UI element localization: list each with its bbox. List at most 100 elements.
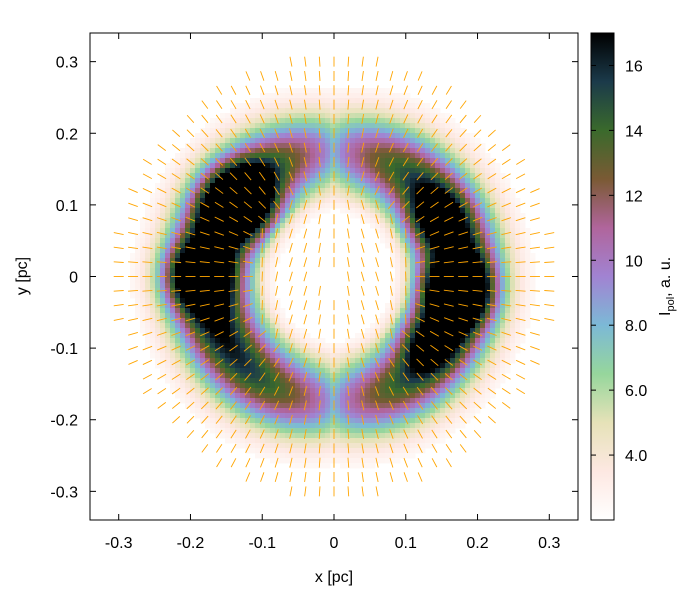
heat-cell	[355, 123, 361, 129]
heat-cell	[285, 433, 291, 439]
heat-cell	[295, 348, 301, 354]
heat-cell	[495, 258, 501, 264]
polarization-vector	[185, 216, 196, 222]
heat-cell	[205, 163, 211, 169]
heat-cell	[200, 383, 206, 389]
heat-cell	[500, 293, 506, 299]
heat-cell	[285, 208, 291, 214]
heat-cell	[155, 193, 161, 199]
heat-cell	[215, 388, 221, 394]
heat-cell	[465, 388, 471, 394]
heat-cell	[480, 378, 486, 384]
heat-cell	[385, 148, 391, 154]
heat-cell	[300, 168, 306, 174]
heat-cell	[270, 413, 276, 419]
heat-cell	[250, 133, 256, 139]
heat-cell	[350, 373, 356, 379]
heat-cell	[265, 123, 271, 129]
heat-cell	[495, 283, 501, 289]
heat-cell	[460, 373, 466, 379]
heat-cell	[490, 233, 496, 239]
heat-cell	[500, 338, 506, 344]
heat-cell	[415, 258, 421, 264]
heat-cell	[405, 283, 411, 289]
polarization-vector	[415, 260, 426, 264]
polarization-vector	[487, 359, 497, 366]
heat-cell	[230, 183, 236, 189]
heat-cell	[165, 378, 171, 384]
heat-cell	[435, 328, 441, 334]
heat-cell	[500, 323, 506, 329]
heat-cell	[410, 318, 416, 324]
polarization-vector	[243, 344, 253, 352]
heat-cell	[505, 193, 511, 199]
heat-cell	[460, 303, 466, 309]
heat-cell	[390, 353, 396, 359]
heat-cell	[220, 428, 226, 434]
polarization-vector	[303, 271, 308, 282]
heat-cell	[380, 188, 386, 194]
heat-cell	[345, 353, 351, 359]
heat-cell	[260, 148, 266, 154]
heat-cell	[420, 143, 426, 149]
heat-cell	[180, 188, 186, 194]
heat-cell	[305, 393, 311, 399]
polarization-vector	[486, 303, 497, 307]
heat-cell	[460, 423, 466, 429]
heat-cell	[200, 208, 206, 214]
heat-cell	[290, 433, 296, 439]
heat-cell	[365, 333, 371, 339]
heat-cell	[370, 218, 376, 224]
heat-cell	[255, 138, 261, 144]
heat-cell	[280, 133, 286, 139]
polarization-vector	[303, 400, 307, 411]
heat-cell	[445, 143, 451, 149]
heat-cell	[200, 258, 206, 264]
heat-cell	[395, 363, 401, 369]
heat-cell	[175, 193, 181, 199]
heat-cell	[370, 443, 376, 449]
heat-cell	[325, 428, 331, 434]
polarization-vector	[185, 317, 196, 322]
heat-cell	[460, 148, 466, 154]
heat-cell	[510, 313, 516, 319]
heat-cell	[475, 168, 481, 174]
heat-cell	[415, 248, 421, 254]
heat-cell	[205, 378, 211, 384]
heat-cell	[330, 453, 336, 459]
heat-cell	[290, 428, 296, 434]
heat-cell	[425, 398, 431, 404]
heat-cell	[305, 358, 311, 364]
heat-cell	[480, 203, 486, 209]
heat-cell	[185, 213, 191, 219]
heat-cell	[175, 228, 181, 234]
heat-cell	[265, 128, 271, 134]
heat-cell	[420, 308, 426, 314]
heat-cell	[470, 353, 476, 359]
heat-cell	[375, 153, 381, 159]
heat-cell	[415, 298, 421, 304]
heat-cell	[250, 183, 256, 189]
heat-cell	[230, 193, 236, 199]
polarization-vector	[443, 303, 454, 307]
heat-cell	[160, 303, 166, 309]
polarization-vector	[388, 186, 395, 195]
heat-cell	[490, 323, 496, 329]
heat-cell	[435, 258, 441, 264]
heat-cell	[410, 383, 416, 389]
heat-cell	[265, 403, 271, 409]
heat-cell	[360, 153, 366, 159]
heat-cell	[170, 263, 176, 269]
heat-cell	[415, 408, 421, 414]
heat-cell	[435, 158, 441, 164]
heat-cell	[455, 333, 461, 339]
heat-cell	[405, 168, 411, 174]
polarization-vector	[228, 330, 239, 337]
heat-cell	[160, 363, 166, 369]
heat-cell	[250, 403, 256, 409]
polarization-vector	[304, 486, 307, 497]
heat-cell	[500, 363, 506, 369]
heat-cell	[420, 198, 426, 204]
heat-cell	[420, 188, 426, 194]
heat-cell	[410, 113, 416, 119]
